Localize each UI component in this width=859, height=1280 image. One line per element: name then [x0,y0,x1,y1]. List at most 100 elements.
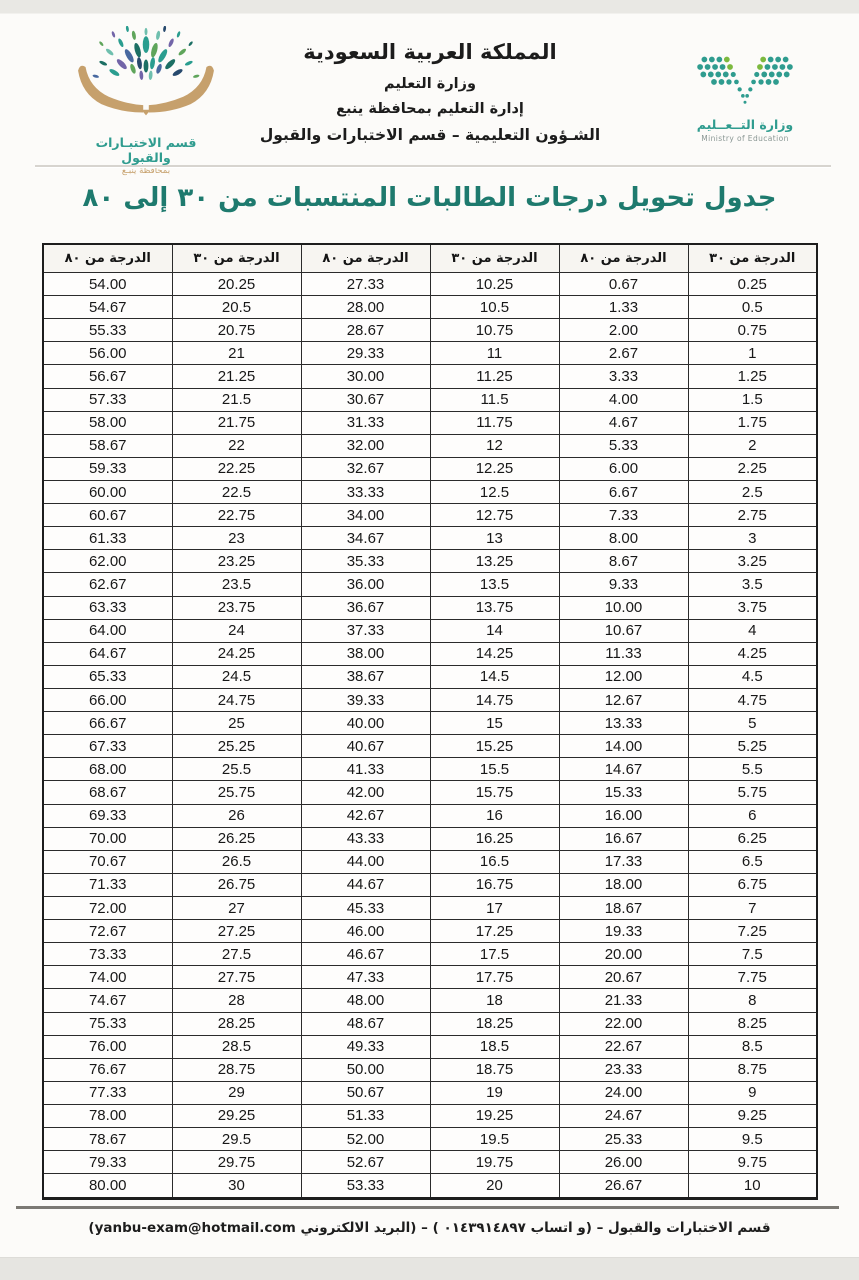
table-row: 77.33 29 50.67 19 24.00 9 [42,1080,818,1105]
grade-cell: 74.00 [42,965,173,990]
table-row: 78.00 29.25 51.33 19.25 24.67 9.25 [42,1103,818,1129]
grade-cell: 30.00 [300,364,431,389]
grade-cell: 23.5 [171,572,302,597]
header-divider [35,165,831,167]
page-footer: قسم الاختبارات والقبول – (و اتساب ٠١٤٣٩١… [88,1220,771,1236]
table-row: 66.67 25 40.00 15 13.33 5 [42,711,818,736]
grade-cell: 29.33 [300,341,431,366]
grade-cell: 66.67 [42,711,173,736]
ministry-name: وزارة التعليم [383,76,476,92]
grade-cell: 54.67 [42,295,173,320]
grade-cell: 18.5 [429,1034,560,1059]
grade-cell: 7 [687,895,818,921]
grade-cell: 36.67 [300,595,431,620]
grade-cell: 16.5 [429,849,560,874]
grade-cell: 58.00 [42,410,173,435]
scan-fold-line [16,1206,839,1209]
grade-cell: 30.67 [300,387,431,412]
table-row: 70.67 26.5 44.00 16.5 17.33 6.5 [42,849,818,874]
grade-cell: 43.33 [300,826,431,851]
table-row: 80.00 30 53.33 20 26.67 10 [42,1173,818,1199]
grade-cell: 18.75 [429,1057,560,1082]
scan-top-edge [0,0,859,14]
grade-cell: 52.67 [300,1150,431,1175]
grade-cell: 22.00 [558,1011,689,1036]
grade-cell: 11.75 [429,410,560,435]
grade-cell: 9.5 [687,1127,818,1152]
grade-cell: 71.33 [42,872,173,897]
grade-cell: 4.75 [687,687,818,713]
table-row: 61.33 23 34.67 13 8.00 3 [42,526,818,551]
grade-cell: 15.33 [558,780,689,805]
grade-cell: 28.75 [171,1057,302,1082]
grade-cell: 14 [429,618,560,643]
grade-cell: 9.33 [558,572,689,597]
grade-cell: 5.33 [558,433,689,458]
education-department: إدارة التعليم بمحافظة ينبع [336,101,524,117]
grade-cell: 4.67 [558,410,689,435]
grade-cell: 18.00 [558,872,689,897]
grade-cell: 4.5 [687,664,818,689]
grade-cell: 42.67 [300,803,431,828]
grade-cell: 14.25 [429,641,560,666]
grade-cell: 5 [687,711,818,736]
grade-cell: 22.67 [558,1034,689,1059]
grade-cell: 62.00 [42,549,173,574]
grade-cell: 60.67 [42,503,173,528]
table-row: 78.67 29.5 52.00 19.5 25.33 9.5 [42,1127,818,1152]
grade-cell: 19.25 [429,1103,560,1129]
grade-cell: 76.67 [42,1057,173,1082]
grade-cell: 15.5 [429,757,560,782]
grade-cell: 6.00 [558,456,689,481]
grade-cell: 21.33 [558,988,689,1013]
grade-cell: 12.67 [558,687,689,713]
grade-cell: 26.67 [558,1173,689,1199]
grade-cell: 10.75 [429,318,560,343]
grade-cell: 11 [429,341,560,366]
grade-cell: 21.5 [171,387,302,412]
grade-cell: 34.00 [300,503,431,528]
table-row: 74.67 28 48.00 18 21.33 8 [42,988,818,1013]
grade-cell: 1.5 [687,387,818,412]
grade-cell: 11.25 [429,364,560,389]
grade-cell: 17.25 [429,919,560,944]
kingdom-name: المملكة العربية السعودية [303,40,557,64]
grade-cell: 56.67 [42,364,173,389]
grade-cell: 20.5 [171,295,302,320]
grade-cell: 17.75 [429,965,560,990]
grade-cell: 35.33 [300,549,431,574]
grade-cell: 16.67 [558,826,689,851]
grade-cell: 14.00 [558,734,689,759]
grade-cell: 72.67 [42,919,173,944]
grade-cell: 22.75 [171,503,302,528]
grade-cell: 66.00 [42,687,173,713]
column-header: الدرجة من ٣٠ [429,243,560,273]
grade-cell: 16 [429,803,560,828]
grade-cell: 61.33 [42,526,173,551]
section-name: الشـؤون التعليمية – قسم الاختبارات والقب… [259,126,601,144]
table-row: 62.67 23.5 36.00 13.5 9.33 3.5 [42,572,818,597]
grade-cell: 10 [687,1173,818,1199]
grade-cell: 3.25 [687,549,818,574]
grade-cell: 59.33 [42,456,173,481]
grade-cell: 20.67 [558,965,689,990]
grade-cell: 3.75 [687,595,818,620]
grade-cell: 27.75 [171,965,302,990]
grade-cell: 38.00 [300,641,431,666]
grade-cell: 14.67 [558,757,689,782]
grade-cell: 73.33 [42,942,173,967]
grade-cell: 3.5 [687,572,818,597]
grade-cell: 12.5 [429,479,560,505]
grade-cell: 24.25 [171,641,302,666]
grade-cell: 24 [171,618,302,643]
grade-cell: 19.75 [429,1150,560,1175]
grade-cell: 2.67 [558,341,689,366]
table-row: 55.33 20.75 28.67 10.75 2.00 0.75 [42,318,818,343]
grade-cell: 34.67 [300,526,431,551]
grade-cell: 27 [171,895,302,921]
grade-cell: 8.25 [687,1011,818,1036]
grade-cell: 25.5 [171,757,302,782]
dept-logo-title: قسم الاختبـارات والقبول [95,135,197,165]
grade-cell: 26.5 [171,849,302,874]
